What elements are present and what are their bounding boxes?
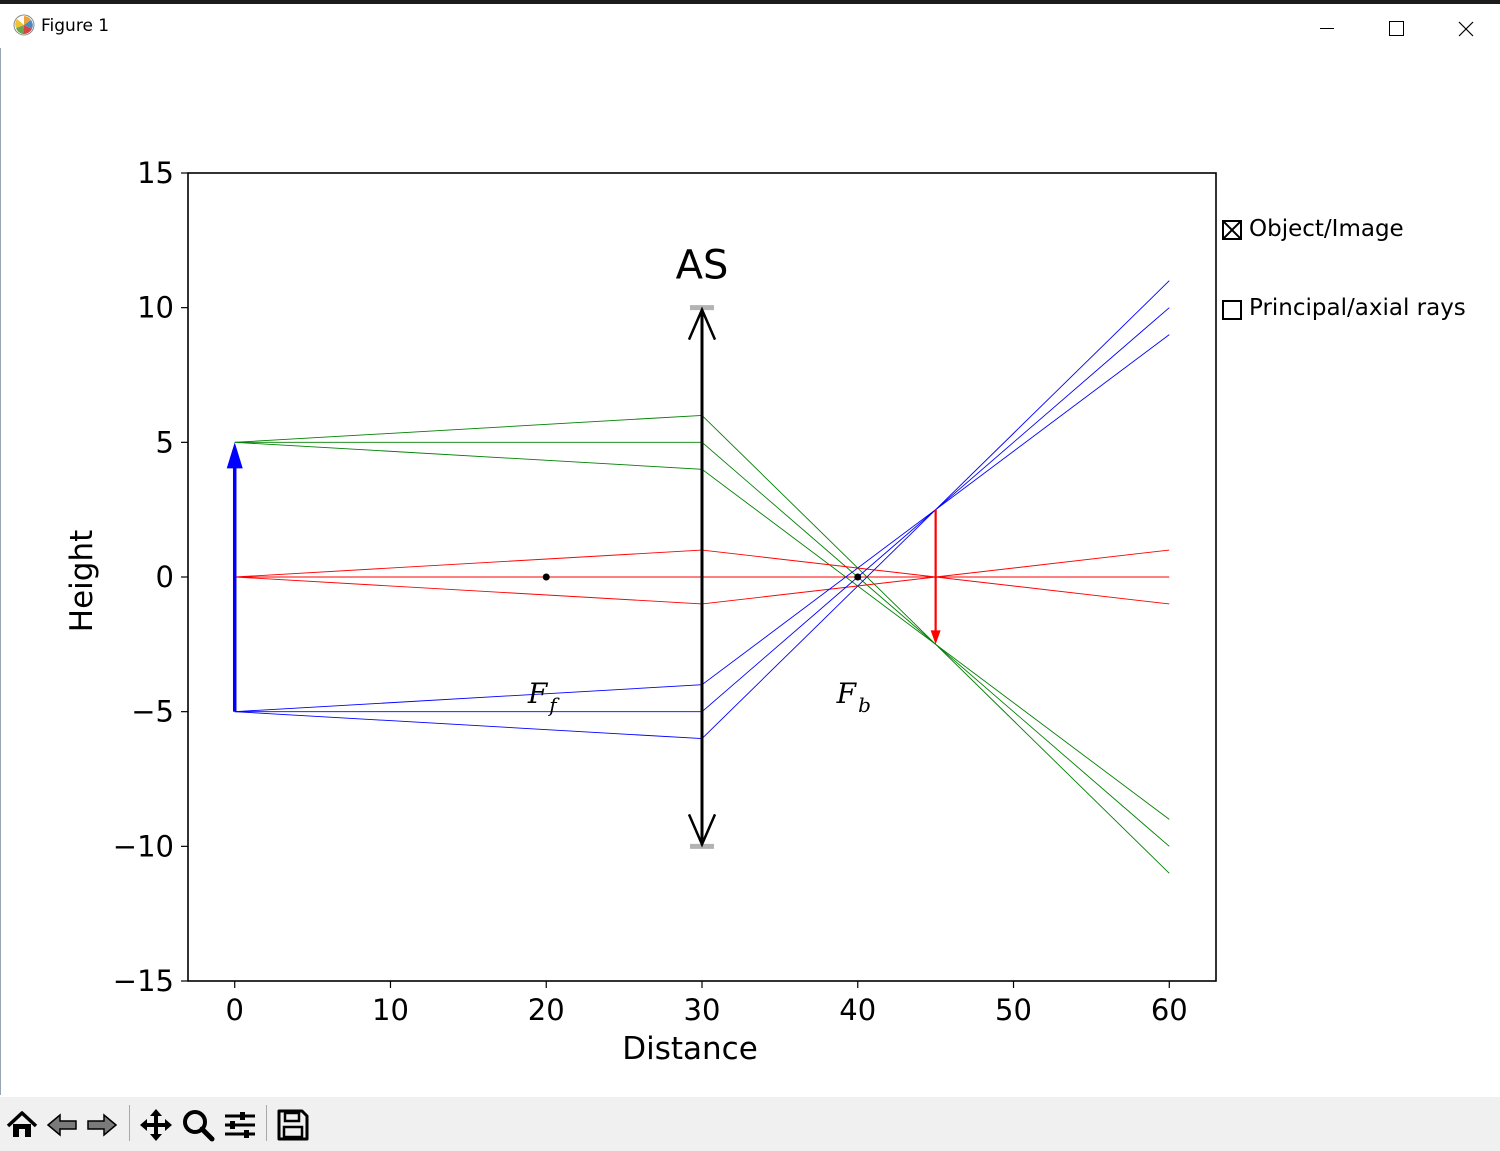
configure-subplots-icon [225,1112,255,1138]
check-label-object-image: Object/Image [1249,216,1404,242]
save-icon [277,1109,309,1141]
x-tick-label-1: 10 [372,993,409,1027]
checkbox-cross-icon [1224,222,1240,238]
x-tick-label-5: 50 [995,993,1032,1027]
x-axis-label: Distance [622,1031,758,1067]
y-tick-label-4: 5 [156,425,174,459]
x-tick-label-6: 60 [1151,993,1188,1027]
window-border [0,48,1,1095]
y-tick-label-0: −15 [113,964,174,998]
back-button[interactable] [44,1107,80,1143]
taskbar-strip [0,0,1500,4]
object-arrow-head [226,442,243,469]
close-button[interactable] [1430,8,1500,48]
y-tick-label-3: 0 [156,560,174,594]
focal-point-0 [542,573,550,581]
close-icon [1458,21,1474,37]
maximize-icon [1389,21,1404,36]
x-tick-label-3: 30 [684,993,721,1027]
toolbar-separator [129,1105,130,1141]
pan-button[interactable] [138,1107,174,1143]
image-arrow-head [930,630,941,645]
x-tick-label-0: 0 [226,993,244,1027]
window-titlebar[interactable]: Figure 1 [0,4,1500,48]
y-tick-label-6: 15 [137,156,174,190]
focal-label-sub-1: b [858,693,871,717]
x-tick-label-4: 40 [839,993,876,1027]
zoom-icon [183,1110,215,1142]
matplotlib-logo-icon [13,14,35,36]
back-icon [46,1113,77,1137]
check-label-principal-axial-rays: Principal/axial rays [1249,295,1466,321]
checkbox-principal-axial-rays[interactable] [1222,300,1242,320]
lens-arrowhead-bottom [687,813,717,848]
checkbox-object-image[interactable] [1222,220,1242,240]
y-tick-label-1: −10 [113,829,174,863]
forward-button[interactable] [84,1107,120,1143]
home-button[interactable] [4,1107,40,1143]
forward-icon [87,1113,118,1137]
save-button[interactable] [275,1107,311,1143]
x-tick-label-2: 20 [528,993,565,1027]
y-tick-label-2: −5 [131,695,174,729]
maximize-button[interactable] [1361,8,1431,48]
lens-arrowhead-top [687,306,717,341]
toolbar-separator [266,1105,267,1141]
home-icon [6,1111,38,1137]
y-axis-label: Height [64,530,100,632]
minimize-icon [1320,28,1334,29]
navigation-toolbar [0,1097,1500,1151]
y-tick-label-5: 10 [137,291,174,325]
zoom-button[interactable] [180,1107,216,1143]
pan-icon [140,1109,172,1141]
window-title: Figure 1 [41,16,110,36]
lens-label: AS [676,243,729,289]
focal-point-1 [854,573,862,581]
minimize-button[interactable] [1292,8,1362,48]
configure-subplots-button[interactable] [222,1107,258,1143]
